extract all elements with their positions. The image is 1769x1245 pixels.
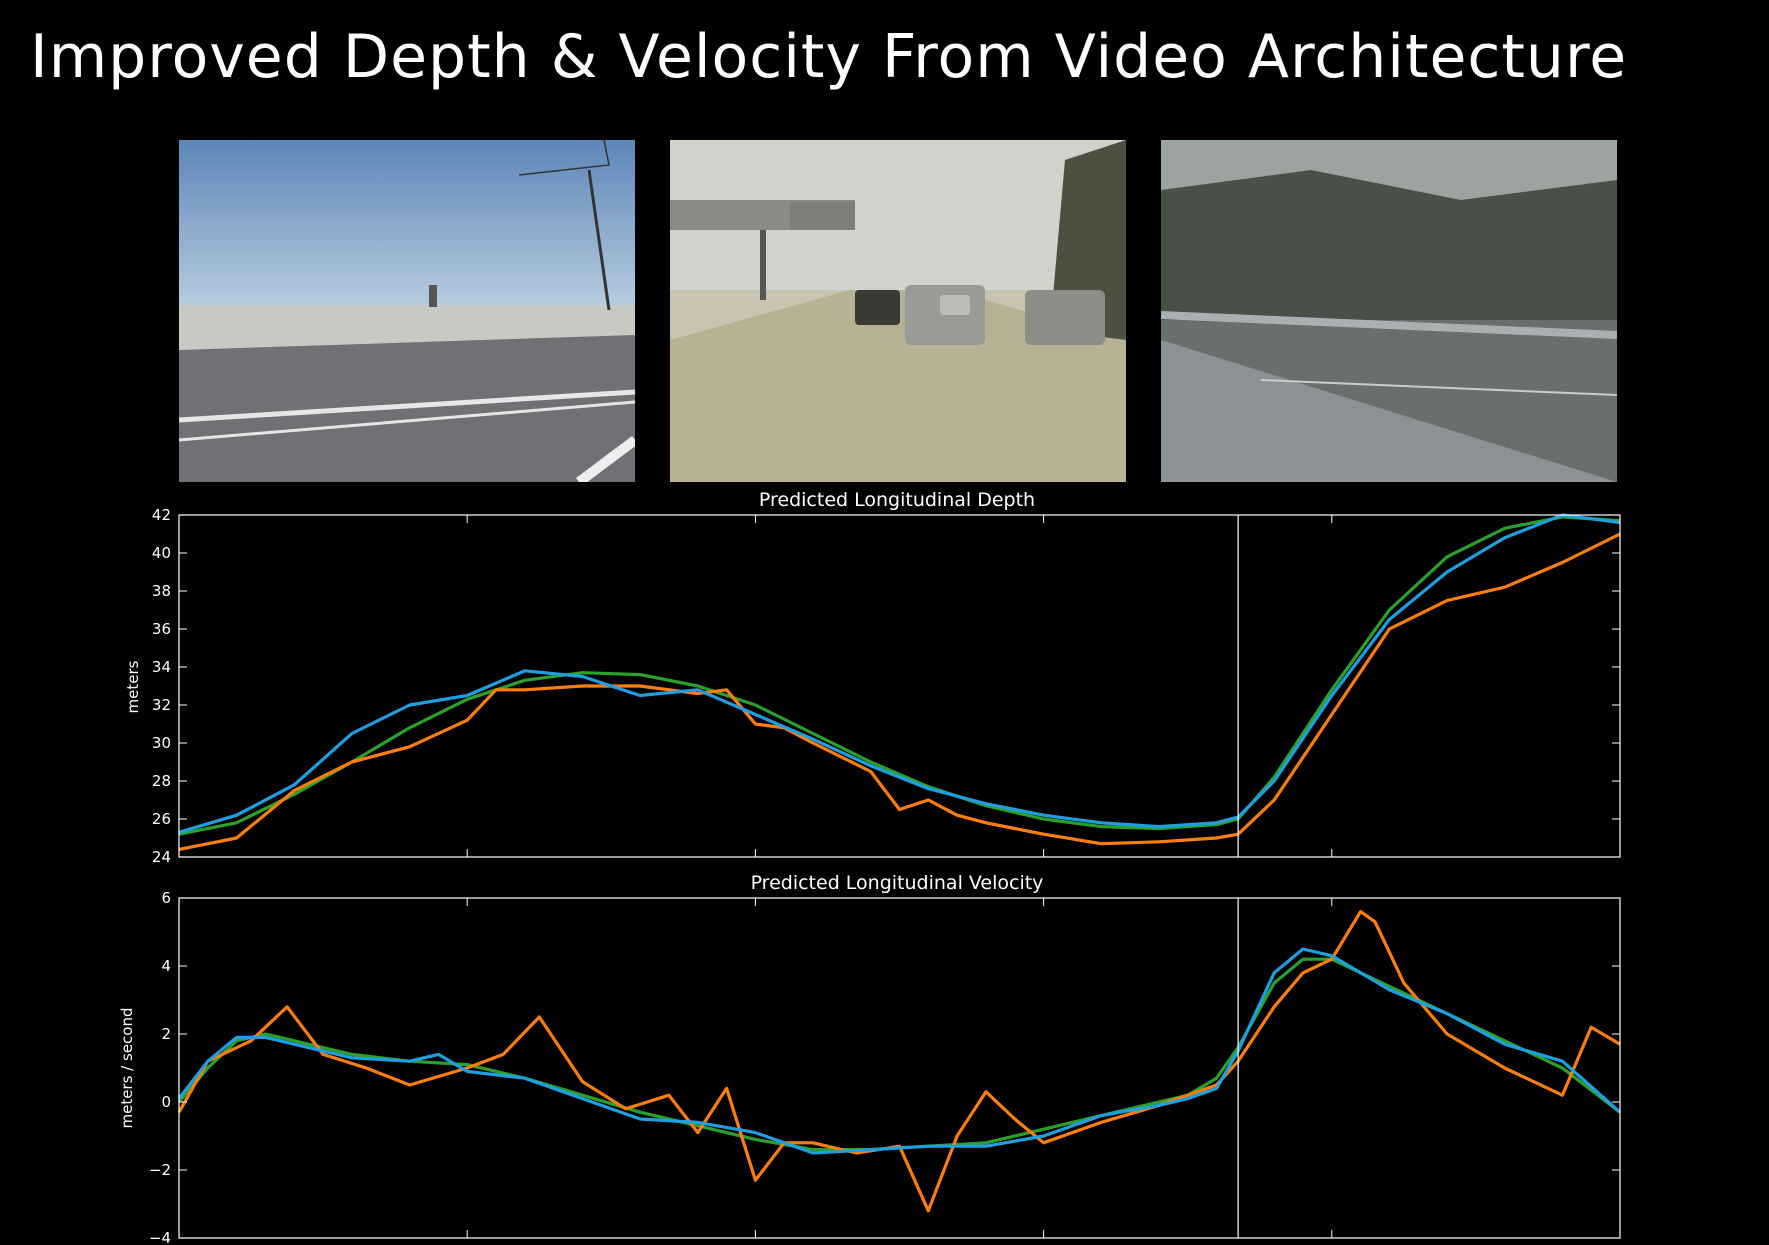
slide-title: Improved Depth & Velocity From Video Arc…: [30, 22, 1628, 92]
y-tick-label: 0: [161, 1093, 171, 1111]
y-tick-label: 32: [152, 696, 171, 714]
series-line-blue: [178, 513, 1621, 834]
y-tick-label: 2: [161, 1025, 171, 1043]
velocity-chart-ylabel: meters / second: [118, 1007, 136, 1128]
plot-frame: [178, 897, 1621, 1239]
depth-chart-title: Predicted Longitudinal Depth: [759, 489, 1035, 511]
front-camera-frame: [670, 140, 1126, 482]
series-line-blue: [177, 947, 1622, 1155]
y-tick-label: 42: [152, 506, 171, 524]
y-tick-label: 26: [152, 810, 171, 828]
y-tick-label: 30: [152, 734, 171, 752]
velocity-chart-title: Predicted Longitudinal Velocity: [751, 872, 1044, 894]
velocity-chart: Predicted Longitudinal Velocity meters /…: [118, 872, 1622, 1245]
depth-chart-ylabel: meters: [124, 660, 142, 713]
series-line-orange: [178, 532, 1621, 851]
left-camera-frame: [179, 140, 635, 482]
depth-chart: Predicted Longitudinal Depth meters 24 26…: [124, 489, 1621, 866]
y-tick-label: 36: [152, 620, 171, 638]
series-line-orange: [177, 909, 1621, 1213]
right-camera-frame: [1161, 140, 1617, 482]
y-tick-label: 4: [161, 957, 171, 975]
y-tick-label: −4: [149, 1229, 171, 1245]
y-tick-label: 6: [161, 889, 171, 907]
series-line-green: [178, 515, 1621, 836]
y-tick-label: −2: [149, 1161, 171, 1179]
plot-frame: [178, 514, 1621, 858]
y-tick-label: 24: [152, 848, 171, 866]
y-tick-label: 34: [152, 658, 171, 676]
y-tick-label: 28: [152, 772, 171, 790]
y-tick-label: 38: [152, 582, 171, 600]
y-tick-label: 40: [152, 544, 171, 562]
series-line-green: [177, 957, 1621, 1152]
